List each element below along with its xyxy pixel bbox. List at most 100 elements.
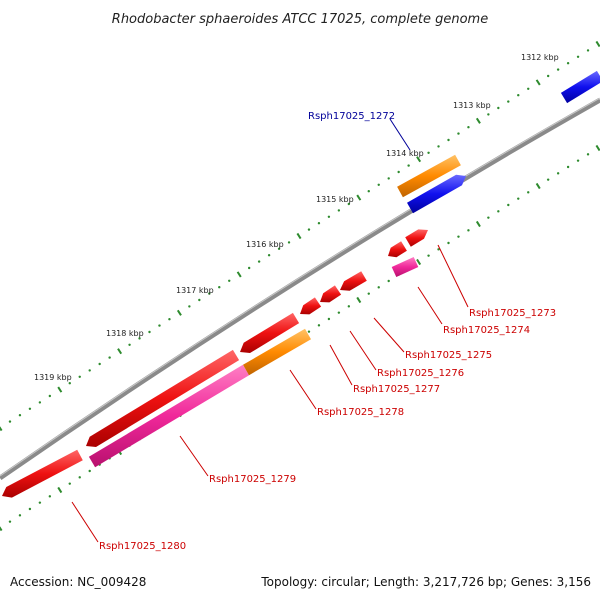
gene-label-1280: Rsph17025_1280 xyxy=(99,541,186,552)
tick-dot xyxy=(287,241,291,244)
tick-dot xyxy=(447,138,450,142)
tick-dash xyxy=(57,486,63,494)
tick-dash xyxy=(296,232,302,240)
tick-dot xyxy=(68,382,71,385)
tick-dot xyxy=(367,190,370,193)
tick-dash xyxy=(117,348,123,355)
tick-dot xyxy=(28,407,32,410)
gene-label-1275: Rsph17025_1275 xyxy=(405,350,492,361)
leader-line xyxy=(349,330,377,371)
gene-1275-arrow xyxy=(340,271,367,291)
tick-dot xyxy=(38,501,42,504)
tick-dash xyxy=(57,386,63,393)
genome-backbone xyxy=(0,97,600,481)
tick-dot xyxy=(387,279,390,283)
gene-label-1279: Rsph17025_1279 xyxy=(209,474,296,485)
label-leader-lines xyxy=(71,118,469,543)
tick-dot xyxy=(68,482,71,485)
tick-dot xyxy=(307,330,311,333)
leader-line xyxy=(417,286,443,325)
leader-line xyxy=(289,369,317,410)
tick-dash xyxy=(595,40,600,48)
tick-dot xyxy=(228,279,231,282)
tick-dot xyxy=(507,203,510,207)
tick-dot xyxy=(467,229,470,232)
tick-dot xyxy=(427,151,430,154)
tick-dot xyxy=(457,132,460,135)
tick-dot xyxy=(88,369,91,372)
tick-dot xyxy=(48,394,52,398)
tick-dot xyxy=(138,337,141,340)
gene-label-1278: Rsph17025_1278 xyxy=(317,407,404,418)
tick-dot xyxy=(457,235,460,238)
tick-dot xyxy=(447,241,450,245)
tick-dot xyxy=(317,222,321,225)
tick-dot xyxy=(347,202,351,206)
tick-dot xyxy=(257,260,261,263)
tick-dot xyxy=(18,414,22,417)
gene-label-1272: Rsph17025_1272 xyxy=(308,111,395,122)
tick-dot xyxy=(18,514,22,517)
tick-dot xyxy=(198,298,201,302)
tick-dot xyxy=(347,305,351,308)
tick-dash xyxy=(535,79,541,86)
tick-dot xyxy=(188,305,191,308)
tick-dot xyxy=(437,248,440,251)
tick-dot xyxy=(546,178,550,181)
gene-labels: Rsph17025_1272 Rsph17025_1273 Rsph17025_… xyxy=(99,111,556,552)
tick-dot xyxy=(586,49,590,52)
tick-dash xyxy=(475,220,481,228)
scale-label: 1318 kbp xyxy=(106,329,144,338)
tick-dot xyxy=(566,62,570,65)
tick-dash xyxy=(475,117,481,124)
tick-dot xyxy=(576,159,580,162)
scale-label: 1319 kbp xyxy=(34,373,72,382)
gene-1272-orange-arrow xyxy=(397,154,461,198)
scale-label: 1313 kbp xyxy=(453,101,491,110)
tick-dot xyxy=(98,362,101,366)
tick-dash xyxy=(0,426,3,432)
tick-dot xyxy=(517,94,520,97)
tick-dash xyxy=(0,526,3,532)
gene-1278-red-arrow xyxy=(240,312,300,353)
leader-line xyxy=(389,118,411,151)
tick-dot xyxy=(527,191,530,194)
tick-dot xyxy=(437,145,440,148)
tick-dot xyxy=(88,469,91,473)
tick-dot xyxy=(487,216,490,219)
tick-dot xyxy=(546,74,550,78)
tick-dot xyxy=(218,286,221,289)
leader-line xyxy=(179,435,209,477)
tick-dot xyxy=(267,254,271,257)
accession-text: Accession: NC_009428 xyxy=(10,575,146,589)
tick-dot xyxy=(327,215,331,218)
gene-features xyxy=(2,70,600,498)
tick-dot xyxy=(168,318,171,321)
leader-line xyxy=(329,344,353,386)
tick-dot xyxy=(556,172,560,175)
gene-1278-orange-arrow xyxy=(243,328,311,376)
gene-label-1277: Rsph17025_1277 xyxy=(353,384,440,395)
tick-dot xyxy=(48,495,52,498)
tick-dot xyxy=(427,254,430,257)
tick-dash xyxy=(416,156,422,163)
tick-dot xyxy=(407,164,410,167)
tick-dash xyxy=(595,144,600,152)
tick-dot xyxy=(367,292,370,295)
tick-dot xyxy=(467,126,470,129)
tick-dot xyxy=(576,55,580,58)
gene-1279-red-arrow xyxy=(86,349,240,447)
tick-dot xyxy=(108,356,111,359)
leader-line xyxy=(437,244,469,308)
leader-line xyxy=(373,317,405,353)
tick-dot xyxy=(78,476,81,479)
tick-dot xyxy=(38,401,42,404)
tick-dot xyxy=(8,520,12,523)
tick-dash xyxy=(236,271,242,278)
tick-dot xyxy=(527,87,530,91)
gene-label-1274: Rsph17025_1274 xyxy=(443,325,530,336)
tick-dot xyxy=(487,113,490,116)
tick-dot xyxy=(337,209,341,212)
tick-dot xyxy=(387,177,390,180)
map-title: Rhodobacter sphaeroides ATCC 17025, comp… xyxy=(112,12,488,27)
